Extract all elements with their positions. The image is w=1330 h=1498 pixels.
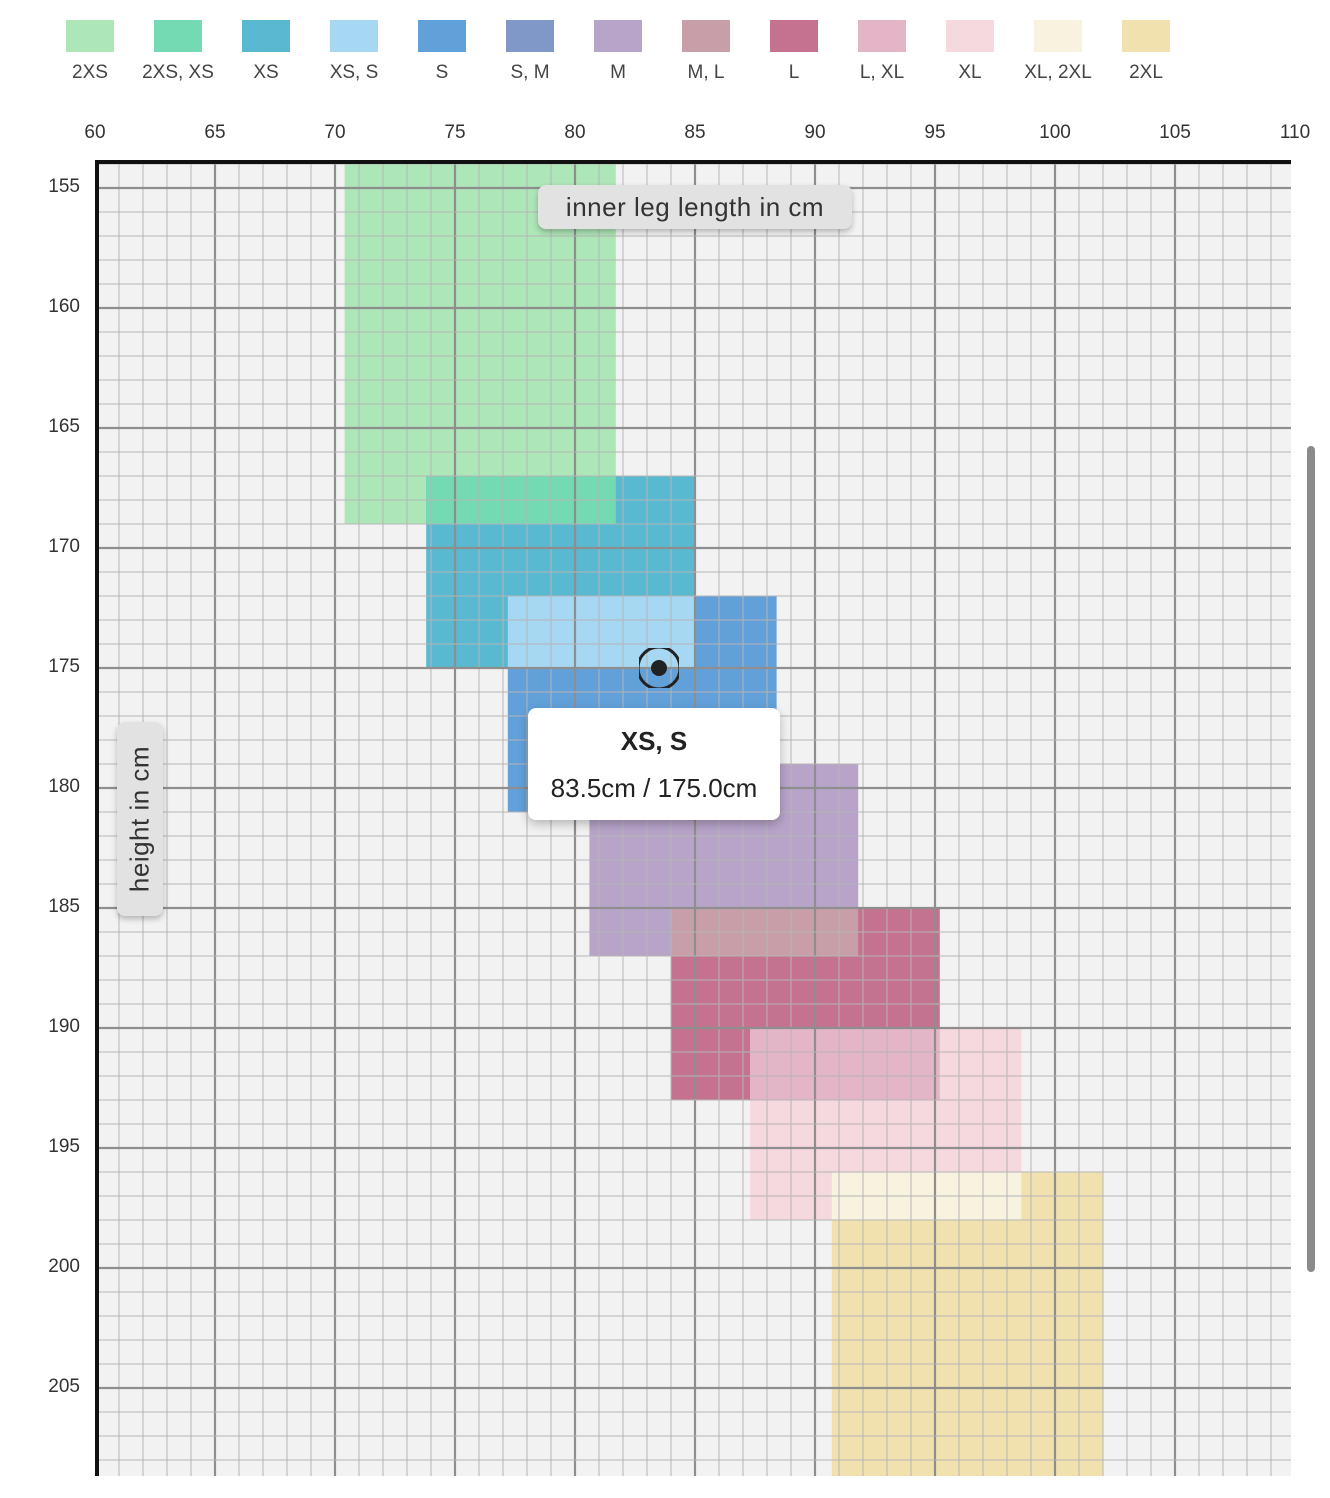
y-tick-label: 155 [48, 176, 80, 197]
legend-label: 2XS, XS [142, 62, 214, 83]
legend-item[interactable]: 2XS [46, 20, 134, 84]
y-tick-label: 175 [48, 656, 80, 677]
x-tick-label: 60 [84, 122, 106, 143]
legend-item[interactable]: M [574, 20, 662, 84]
legend-swatch [506, 20, 554, 52]
size-overlap-region[interactable] [750, 1028, 940, 1100]
y-axis-ticks: 155 160 165 170 175 180 185 190 195 200 205 [0, 0, 90, 1498]
y-axis-title: height in cm [124, 745, 155, 893]
legend-label: 2XL [1129, 62, 1163, 83]
legend-label: L, XL [859, 62, 905, 83]
legend-swatch [770, 20, 818, 52]
x-tick-label: 100 [1039, 122, 1071, 143]
selected-point-marker-icon[interactable] [639, 648, 679, 688]
x-tick-label: 110 [1279, 122, 1311, 143]
legend-item[interactable]: XS, S [310, 20, 398, 84]
legend-label: M, L [687, 62, 725, 83]
x-tick-label: 90 [804, 122, 826, 143]
x-tick-label: 70 [324, 122, 346, 143]
legend-item[interactable]: 2XS, XS [134, 20, 222, 84]
x-tick-label: 85 [684, 122, 706, 143]
legend-label: S, M [510, 62, 550, 83]
legend-swatch [594, 20, 642, 52]
x-tick-label: 65 [204, 122, 226, 143]
y-tick-label: 180 [48, 776, 80, 797]
legend-item[interactable]: M, L [662, 20, 750, 84]
legend-item[interactable]: L, XL [838, 20, 926, 84]
legend-label: XS, S [329, 62, 379, 83]
vertical-scrollbar[interactable] [1307, 446, 1315, 1272]
tooltip-title: XS, S [620, 726, 688, 756]
legend-swatch [946, 20, 994, 52]
legend-label: XL, 2XL [1024, 62, 1092, 83]
x-axis-ticks: 60 65 70 75 80 85 90 95 100 105 110 [0, 118, 1330, 158]
legend-label: S [435, 62, 449, 83]
legend-swatch [1122, 20, 1170, 52]
y-axis-title-container: height in cm [117, 722, 163, 916]
legend-swatch [242, 20, 290, 52]
legend-label: XL [958, 62, 982, 83]
point-tooltip: XS, S 83.5cm / 175.0cm [528, 708, 780, 820]
legend-item[interactable]: 2XL [1102, 20, 1190, 84]
y-tick-label: 160 [48, 296, 80, 317]
y-tick-label: 165 [48, 416, 80, 437]
legend-swatch [154, 20, 202, 52]
legend-swatch [682, 20, 730, 52]
legend-item[interactable]: XL [926, 20, 1014, 84]
legend-item[interactable]: S, M [486, 20, 574, 84]
legend-swatch [418, 20, 466, 52]
grid-lines [99, 164, 1291, 1476]
y-tick-label: 170 [48, 536, 80, 557]
legend-swatch [1034, 20, 1082, 52]
legend-item[interactable]: XS [222, 20, 310, 84]
tooltip-value: 83.5cm / 175.0cm [550, 773, 758, 803]
size-legend: 2XS 2XS, XS XS XS, S S S, M M M, L L L, XL XL XL, 2… [0, 0, 1330, 100]
legend-label: M [610, 62, 626, 83]
y-tick-label: 190 [48, 1016, 80, 1037]
chart-svg[interactable] [95, 160, 1291, 1476]
x-tick-label: 105 [1159, 122, 1191, 143]
legend-item[interactable]: L [750, 20, 838, 84]
legend-label: 2XS [72, 62, 108, 83]
size-region[interactable] [831, 1172, 1103, 1476]
legend-swatch [330, 20, 378, 52]
legend-swatch [66, 20, 114, 52]
x-tick-label: 80 [564, 122, 586, 143]
legend-item[interactable]: XL, 2XL [1014, 20, 1102, 84]
size-overlap-region[interactable] [507, 596, 695, 668]
x-tick-label: 95 [924, 122, 946, 143]
chart-plot-area[interactable] [95, 160, 1291, 1476]
y-tick-label: 205 [48, 1376, 80, 1397]
legend-label: L [788, 62, 800, 83]
y-tick-label: 195 [48, 1136, 80, 1157]
x-tick-label: 75 [444, 122, 466, 143]
y-tick-label: 200 [48, 1256, 80, 1277]
y-tick-label: 185 [48, 896, 80, 917]
x-axis-title: inner leg length in cm [538, 185, 852, 229]
legend-label: XS [253, 62, 279, 83]
legend-swatch [858, 20, 906, 52]
legend-item[interactable]: S [398, 20, 486, 84]
